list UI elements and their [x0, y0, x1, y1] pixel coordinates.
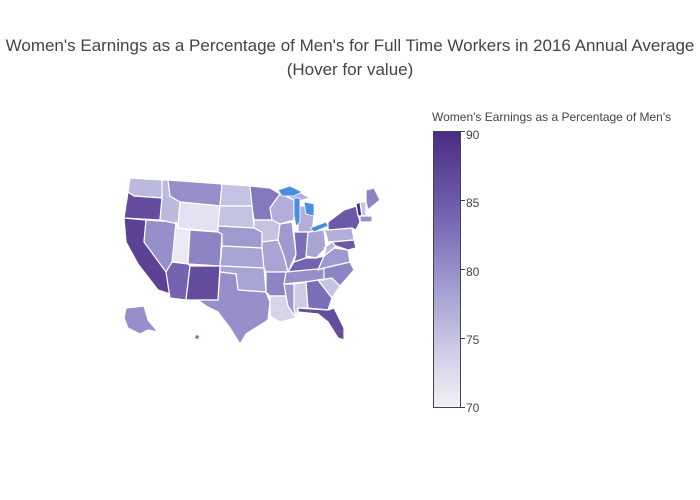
great-lake-huron — [303, 201, 315, 217]
state-MA[interactable] — [359, 215, 373, 223]
colorbar-title: Women's Earnings as a Percentage of Men'… — [432, 110, 672, 124]
state-CO[interactable] — [187, 229, 223, 267]
great-lake-superior — [277, 185, 303, 197]
state-NC[interactable] — [317, 261, 355, 287]
state-ND[interactable] — [219, 183, 253, 207]
state-FL[interactable] — [297, 307, 345, 341]
colorbar — [433, 131, 461, 408]
us-choropleth-map[interactable] — [118, 172, 390, 344]
colorbar-tick-85: 85 — [466, 196, 480, 210]
state-HI[interactable] — [193, 333, 201, 341]
state-TX[interactable] — [197, 271, 271, 344]
colorbar-tick-mark-80 — [461, 269, 465, 270]
chart-title-line1: Women's Earnings as a Percentage of Men'… — [5, 36, 695, 55]
colorbar-tick-75: 75 — [466, 333, 480, 347]
colorbar-tick-mark-70 — [461, 407, 465, 408]
colorbar-tick-80: 80 — [466, 265, 480, 279]
colorbar-tick-mark-75 — [461, 338, 465, 339]
state-NY[interactable] — [327, 205, 361, 231]
state-SD[interactable] — [217, 205, 255, 229]
state-WY[interactable] — [177, 201, 221, 233]
state-AK[interactable] — [123, 305, 159, 335]
colorbar-tick-70: 70 — [466, 401, 480, 415]
state-NM[interactable] — [185, 265, 221, 301]
state-KS[interactable] — [219, 245, 265, 269]
chart-subtitle: (Hover for value) — [286, 60, 414, 79]
colorbar-tick-90: 90 — [466, 128, 480, 142]
state-MD[interactable] — [331, 239, 357, 251]
colorbar-tick-mark-90 — [461, 131, 465, 132]
great-lake-erie — [309, 221, 329, 233]
state-WI[interactable] — [269, 193, 295, 225]
map-svg[interactable] — [118, 172, 390, 344]
state-GA[interactable] — [305, 279, 333, 311]
great-lake-michigan — [293, 197, 301, 227]
state-OH[interactable] — [305, 229, 327, 259]
chart-title: Women's Earnings as a Percentage of Men'… — [0, 34, 700, 82]
state-ME[interactable] — [365, 187, 381, 211]
colorbar-tick-mark-85 — [461, 200, 465, 201]
